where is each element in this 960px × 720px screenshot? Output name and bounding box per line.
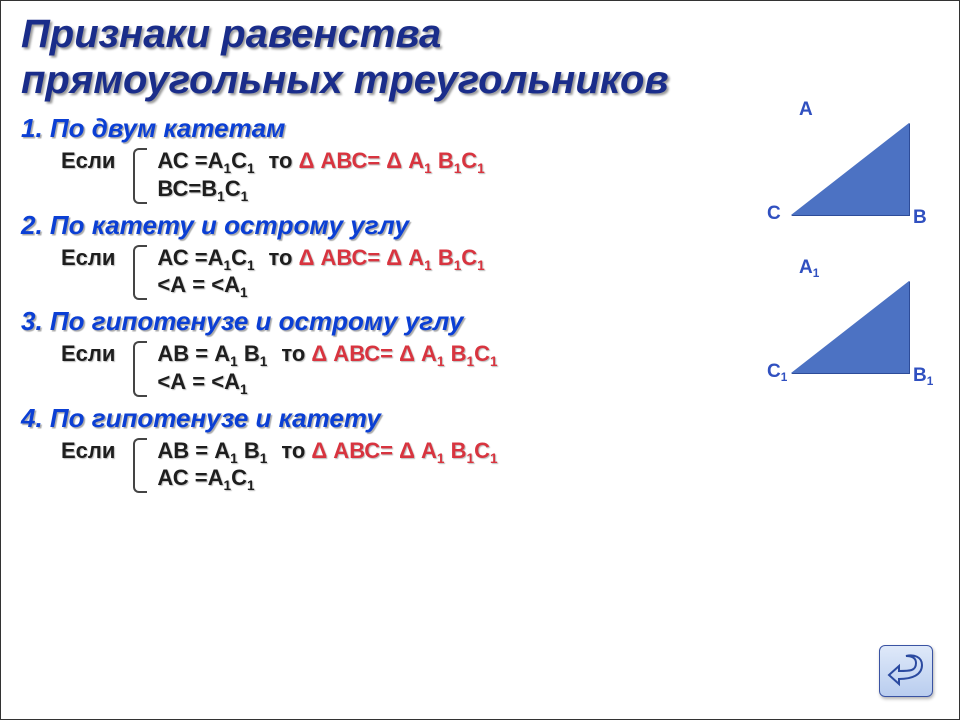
cond-line: ВС=В1С1	[157, 176, 254, 204]
if-label: Если	[61, 438, 115, 464]
title-line-2: прямоугольных треугольников	[21, 57, 939, 103]
slide: Признаки равенства прямоугольных треугол…	[0, 0, 960, 720]
cond-line: АС =А1С1	[157, 148, 254, 176]
brace-icon	[133, 438, 147, 494]
vertex-label: А	[799, 99, 813, 121]
vertex-label: В1	[913, 365, 933, 388]
cond-line: АС =А1С1	[157, 465, 267, 493]
brace-icon	[133, 341, 147, 397]
triangle-figure: АСВ	[791, 123, 909, 215]
then-label: то Δ АВС= Δ А1 В1С1	[269, 245, 485, 273]
condition-pair: АВ = А1 В1АС =А1С1	[157, 438, 267, 494]
triangle-icon	[791, 123, 909, 215]
if-label: Если	[61, 148, 115, 174]
if-label: Если	[61, 341, 115, 367]
cond-line: АВ = А1 В1	[157, 341, 267, 369]
condition-pair: АС =А1С1ВС=В1С1	[157, 148, 254, 204]
condition-pair: АВ = А1 В1<А = <А1	[157, 341, 267, 397]
then-label: то Δ АВС= Δ А1 В1С1	[269, 148, 485, 176]
vertex-label: А1	[799, 257, 819, 280]
triangle-figure: А1С1В1	[791, 281, 909, 373]
then-label: то Δ АВС= Δ А1 В1С1	[281, 438, 497, 466]
triangle-icon	[791, 281, 909, 373]
vertex-label: С	[767, 203, 781, 225]
cond-line: АВ = А1 В1	[157, 438, 267, 466]
then-label: то Δ АВС= Δ А1 В1С1	[281, 341, 497, 369]
title-line-1: Признаки равенства	[21, 11, 939, 57]
back-button[interactable]	[879, 645, 933, 697]
rule-heading: 4. По гипотенузе и катету	[21, 403, 939, 434]
condition-pair: АС =А1С1<А = <А1	[157, 245, 254, 301]
cond-line: <А = <А1	[157, 369, 267, 397]
vertex-label: С1	[767, 361, 787, 384]
rule-condition: Если АВ = А1 В1АС =А1С1 то Δ АВС= Δ А1 В1С…	[21, 438, 939, 494]
u-turn-icon	[886, 652, 926, 690]
cond-line: АС =А1С1	[157, 245, 254, 273]
vertex-label: В	[913, 207, 927, 229]
cond-line: <А = <А1	[157, 272, 254, 300]
brace-icon	[133, 148, 147, 204]
if-label: Если	[61, 245, 115, 271]
slide-title: Признаки равенства прямоугольных треугол…	[21, 11, 939, 103]
brace-icon	[133, 245, 147, 301]
